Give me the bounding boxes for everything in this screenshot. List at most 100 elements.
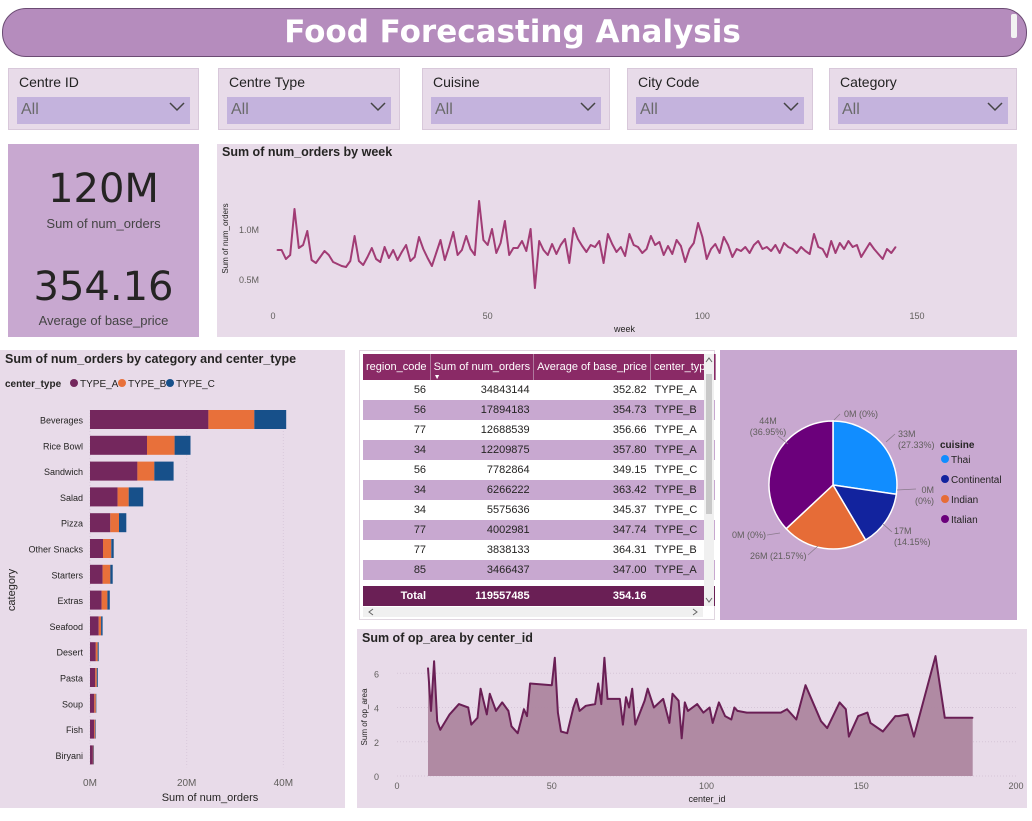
category-label: Soup <box>62 699 83 709</box>
data-point <box>791 248 794 250</box>
slicer-centre-type[interactable]: Centre Type All <box>218 68 400 130</box>
slicer-category[interactable]: Category All <box>829 68 1017 130</box>
slicer-centre-id[interactable]: Centre ID All <box>8 68 199 130</box>
data-point <box>551 243 553 245</box>
sort-desc-icon[interactable]: ▼ <box>433 374 441 381</box>
category-label: Desert <box>56 648 83 658</box>
category-label: Biryani <box>55 751 83 761</box>
data-point <box>851 246 854 248</box>
chevron-down-icon[interactable] <box>369 97 387 117</box>
slicer-dropdown[interactable]: All <box>17 97 190 124</box>
table-row[interactable]: 34 6266222 363.42 TYPE_B <box>363 480 716 500</box>
bar-segment <box>90 564 103 584</box>
data-point <box>611 243 613 245</box>
chevron-down-icon[interactable] <box>579 97 597 117</box>
data-point <box>826 727 828 729</box>
slicer-label: Category <box>840 74 897 90</box>
bar-segment <box>102 564 111 584</box>
data-point <box>624 255 626 257</box>
bar-segment <box>137 461 155 481</box>
data-point <box>276 249 279 251</box>
data-point <box>392 249 394 251</box>
orders-kpi-value: 120M <box>48 166 159 212</box>
data-point <box>615 251 618 253</box>
area-chart[interactable]: 0 2 4 6 0 50 100 150 200 center_id Sum of op_area <box>357 629 1027 808</box>
table-row[interactable]: 77 3838133 364.31 TYPE_B <box>363 540 716 560</box>
scroll-thumb[interactable] <box>706 374 712 514</box>
table-row[interactable]: 56 7782864 349.15 TYPE_C <box>363 460 716 480</box>
bar-chart[interactable]: center_type TYPE_A TYPE_B TYPE_C Beverages Ri… <box>0 350 345 808</box>
table-cell: 34 <box>363 440 431 460</box>
data-point <box>578 710 581 712</box>
data-point <box>489 693 491 695</box>
table-row[interactable]: 34 12209875 357.80 TYPE_A <box>363 440 716 460</box>
total-cell: 354.16 <box>533 586 651 606</box>
table-row[interactable]: 77 4002981 347.74 TYPE_C <box>363 520 716 540</box>
table-cell: 56 <box>363 400 431 420</box>
table-row[interactable]: 34 5575636 345.37 TYPE_C <box>363 500 716 520</box>
x-tick-label: 150 <box>910 311 925 321</box>
data-point <box>598 240 601 242</box>
slicer-dropdown[interactable]: All <box>431 97 601 124</box>
column-header[interactable]: region_code <box>363 354 431 380</box>
slicer-city-code[interactable]: City Code All <box>627 68 813 130</box>
data-point <box>289 254 291 256</box>
table-row[interactable]: 77 12688539 356.66 TYPE_A <box>363 420 716 440</box>
column-header[interactable]: Average of base_price <box>533 354 652 380</box>
slicer-dropdown[interactable]: All <box>227 97 391 124</box>
scroll-down-icon[interactable] <box>704 596 714 604</box>
data-point <box>512 247 515 249</box>
data-point <box>371 247 373 249</box>
chevron-down-icon[interactable] <box>782 97 800 117</box>
bar-segment <box>101 590 108 610</box>
table-cell: 345.37 <box>533 500 651 520</box>
title-scroll-handle[interactable] <box>1011 14 1017 38</box>
data-point <box>866 711 869 714</box>
data-point <box>622 723 624 726</box>
scroll-up-icon[interactable] <box>704 356 714 364</box>
orders-kpi-label: Sum of num_orders <box>46 216 161 231</box>
price-kpi-label: Average of base_price <box>38 313 169 328</box>
legend-title: cuisine <box>940 440 975 451</box>
column-header[interactable]: Sum of num_orders ▼ <box>430 354 535 381</box>
line-chart[interactable]: 0.5M 1.0M 0 50 100 150 week Sum of num_orders <box>217 144 1017 337</box>
data-point <box>452 231 455 233</box>
data-point <box>748 252 751 254</box>
table-cell: 364.31 <box>533 540 651 560</box>
data-point <box>817 246 820 248</box>
table-cell: 347.00 <box>533 560 651 580</box>
pie-chart[interactable]: 33M (27.33%) 17M (14.15%) 26M (21.57%) 44M (36… <box>720 350 1017 620</box>
pie-slice <box>832 420 898 496</box>
total-cell: Total <box>363 586 431 606</box>
data-point <box>757 240 759 242</box>
slicer-dropdown[interactable]: All <box>838 97 1008 124</box>
chevron-down-icon[interactable] <box>168 97 186 117</box>
scroll-left-icon[interactable] <box>367 608 375 616</box>
data-point <box>643 699 646 702</box>
table-horizontal-scrollbar[interactable] <box>363 607 703 617</box>
table-row[interactable]: 85 3466437 347.00 TYPE_A <box>363 560 716 580</box>
y-tick-label: 2 <box>374 738 379 748</box>
data-point <box>745 711 748 714</box>
scroll-right-icon[interactable] <box>691 608 699 616</box>
table-vertical-scrollbar[interactable] <box>704 354 714 606</box>
chevron-down-icon[interactable] <box>986 97 1004 117</box>
table-row[interactable]: 56 17894183 354.73 TYPE_B <box>363 400 716 420</box>
category-label: Starters <box>51 570 83 580</box>
slicer-cuisine[interactable]: Cuisine All <box>422 68 610 130</box>
table-row[interactable]: 56 34843144 352.82 TYPE_A <box>363 380 716 400</box>
data-point <box>658 241 661 243</box>
total-cell: 119557485 <box>430 586 534 606</box>
data-point <box>804 250 807 252</box>
data-table[interactable]: region_code Sum of num_orders ▼ Average of … <box>363 354 716 606</box>
data-point <box>418 236 420 238</box>
data-point <box>761 248 764 250</box>
slicer-dropdown[interactable]: All <box>636 97 804 124</box>
data-label: 0M (0%) <box>732 530 766 540</box>
bar-segment <box>93 745 94 765</box>
slicer-value: All <box>435 101 453 118</box>
slicer-label: City Code <box>638 74 700 90</box>
data-point <box>436 720 438 722</box>
data-point <box>375 258 377 260</box>
category-label: Other Snacks <box>28 545 83 555</box>
